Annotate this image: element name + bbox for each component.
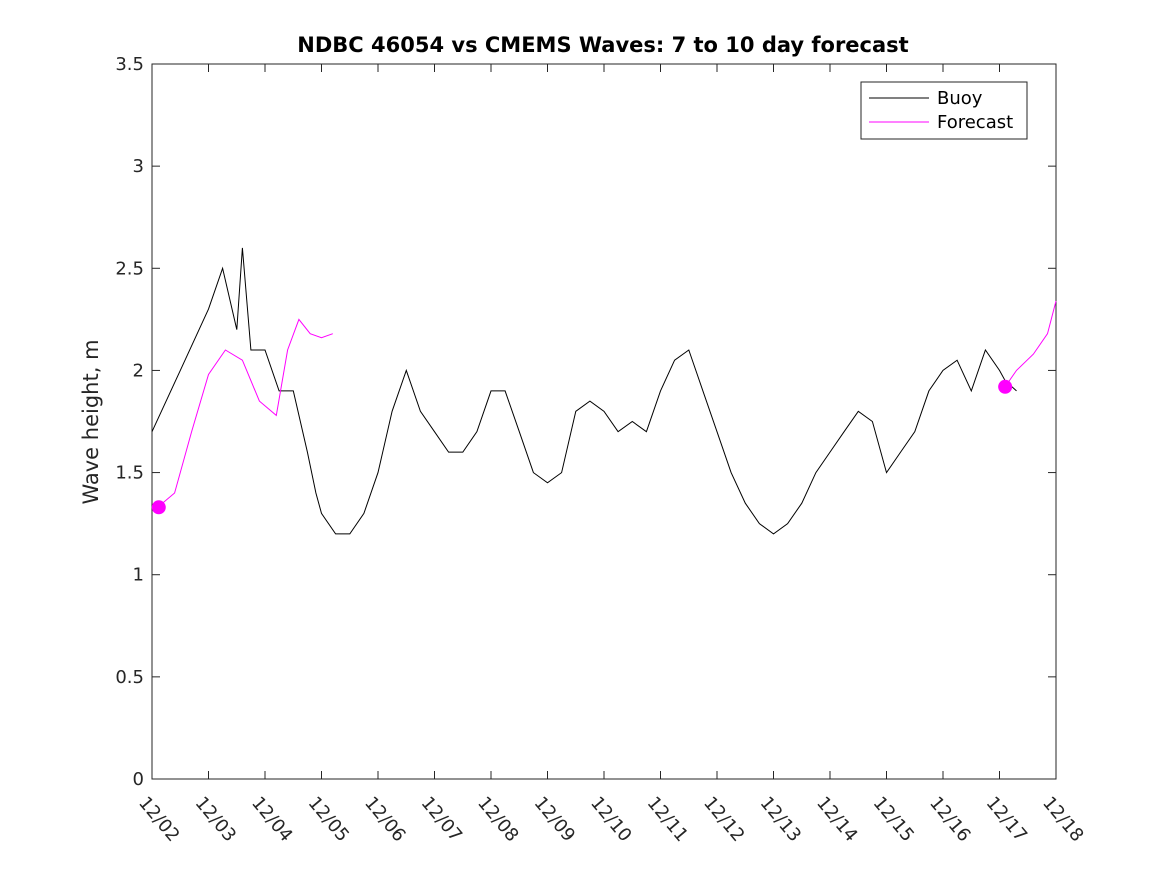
- x-tick-label: 12/17: [982, 793, 1031, 846]
- x-tick-label: 12/07: [417, 793, 466, 846]
- axes-box: [151, 63, 1057, 780]
- x-tick-label: 12/06: [360, 793, 409, 846]
- y-tick-label: 1: [133, 565, 144, 586]
- series-line-forecast: [157, 318, 333, 508]
- x-tick-label: 12/08: [473, 793, 522, 846]
- x-tick-label: 12/18: [1038, 793, 1087, 846]
- forecast-start-marker: [998, 379, 1013, 394]
- y-tick-label: 1.5: [115, 463, 144, 484]
- series-line-forecast: [1004, 300, 1057, 388]
- x-tick-label: 12/12: [699, 793, 748, 846]
- x-tick-label: 12/10: [586, 793, 635, 846]
- y-tick-label: 2: [133, 360, 144, 381]
- x-tick-label: 12/11: [643, 793, 692, 846]
- legend-label: Forecast: [937, 112, 1013, 133]
- series-line-buoy: [151, 247, 1017, 535]
- x-tick-label: 12/15: [869, 793, 918, 846]
- chart-title: NDBC 46054 vs CMEMS Waves: 7 to 10 day f…: [297, 33, 908, 57]
- y-tick-label: 3.5: [115, 54, 144, 75]
- x-tick-label: 12/02: [134, 793, 183, 846]
- y-tick-label: 2.5: [115, 258, 144, 279]
- x-tick-label: 12/14: [812, 793, 861, 846]
- x-tick-label: 12/16: [925, 793, 974, 846]
- y-tick-label: 0.5: [115, 667, 144, 688]
- x-tick-label: 12/04: [247, 793, 296, 846]
- legend-box: [860, 81, 1028, 140]
- legend: Buoy Forecast: [860, 81, 1028, 140]
- x-tick-label: 12/05: [304, 793, 353, 846]
- legend-label: Buoy: [937, 88, 983, 109]
- x-tick-label: 12/13: [756, 793, 805, 846]
- forecast-start-marker: [151, 500, 166, 515]
- plot-area: 00.511.522.533.512/02 12/03 12/04 12/05 12/0…: [115, 54, 1087, 846]
- y-tick-label: 0: [133, 769, 144, 790]
- y-tick-label: 3: [133, 156, 144, 177]
- x-tick-label: 12/09: [530, 793, 579, 846]
- x-tick-label: 12/03: [191, 793, 240, 846]
- y-axis-label: Wave height, m: [79, 339, 103, 504]
